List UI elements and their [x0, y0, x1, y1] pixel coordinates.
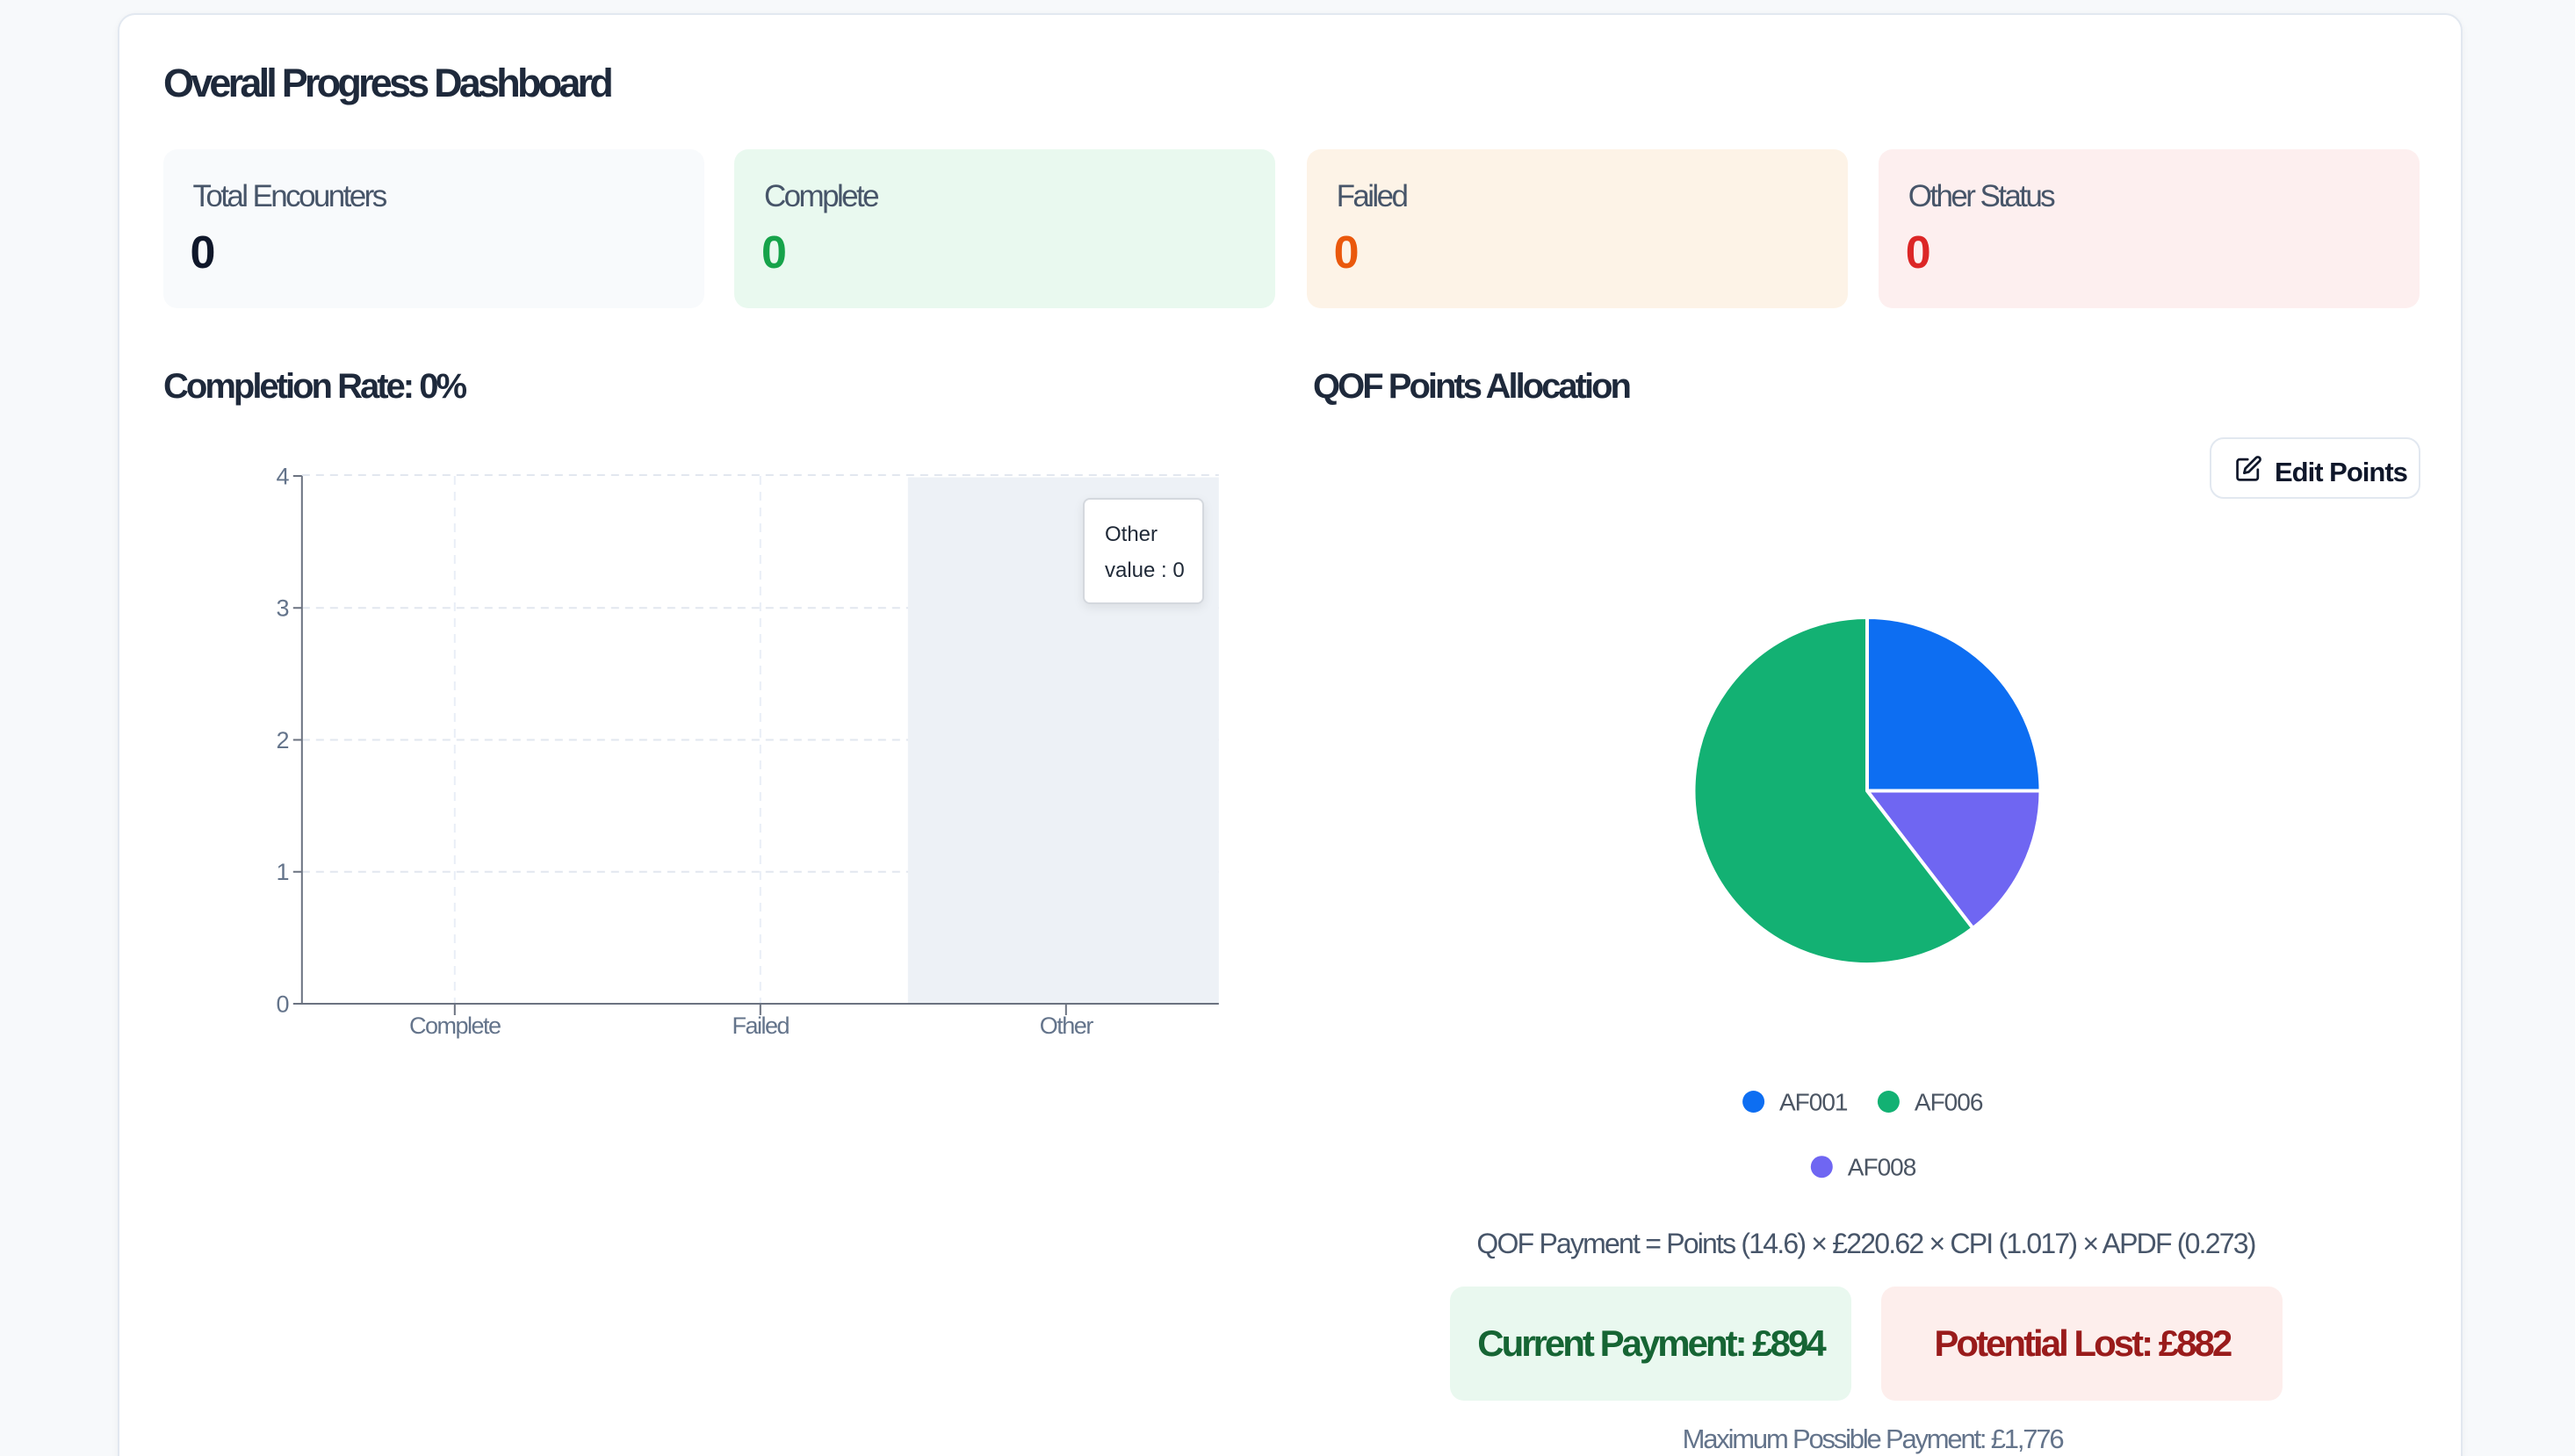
svg-text:AF006: AF006: [1915, 1089, 1983, 1116]
svg-text:Complete: Complete: [409, 1013, 501, 1039]
svg-text:3: 3: [276, 595, 288, 622]
svg-text:0: 0: [276, 991, 288, 1017]
svg-text:Failed: Failed: [732, 1013, 790, 1039]
svg-text:4: 4: [276, 463, 289, 489]
svg-text:AF008: AF008: [1848, 1154, 1916, 1181]
svg-text:Other: Other: [1040, 1013, 1094, 1039]
svg-text:AF001: AF001: [1779, 1089, 1848, 1116]
svg-text:1: 1: [276, 859, 288, 885]
svg-text:2: 2: [276, 727, 288, 753]
